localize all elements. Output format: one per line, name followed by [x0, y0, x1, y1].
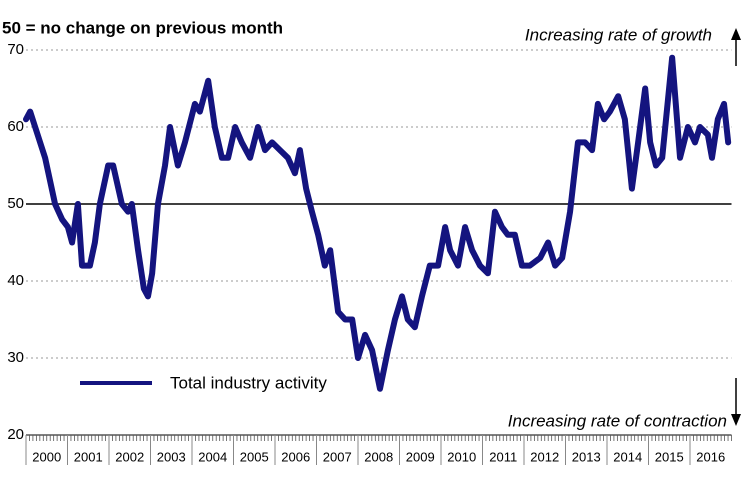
annotation: Increasing rate of growth	[525, 25, 712, 44]
x-tick-label: 2002	[115, 449, 144, 464]
data-line	[23, 54, 732, 392]
x-tick-label: 2004	[198, 449, 227, 464]
x-tick-label: 2003	[157, 449, 186, 464]
x-tick-label: 2006	[281, 449, 310, 464]
chart-title: 50 = no change on previous month	[2, 18, 283, 37]
legend-label: Total industry activity	[170, 373, 327, 392]
arrow-up	[731, 28, 741, 66]
x-tick-label: 2008	[364, 449, 393, 464]
x-tick-label: 2001	[74, 449, 103, 464]
x-tick-label: 2014	[613, 449, 642, 464]
x-tick-label: 2007	[323, 449, 352, 464]
x-tick-label: 2005	[240, 449, 269, 464]
y-tick-label: 20	[7, 426, 24, 443]
y-tick-label: 70	[7, 41, 24, 58]
arrow-down	[731, 378, 741, 426]
x-tick-label: 2011	[489, 449, 517, 464]
x-tick-label: 2012	[530, 449, 559, 464]
annotation: Increasing rate of contraction	[508, 411, 727, 430]
x-tick-label: 2010	[447, 449, 476, 464]
y-tick-label: 60	[7, 118, 24, 135]
y-tick-label: 30	[7, 349, 24, 366]
x-tick-label: 2009	[406, 449, 435, 464]
x-tick-label: 2000	[32, 449, 61, 464]
x-tick-label: 2015	[655, 449, 684, 464]
y-tick-label: 50	[7, 195, 24, 212]
x-tick-label: 2016	[696, 449, 725, 464]
y-tick-label: 40	[7, 272, 24, 289]
x-tick-label: 2013	[572, 449, 601, 464]
